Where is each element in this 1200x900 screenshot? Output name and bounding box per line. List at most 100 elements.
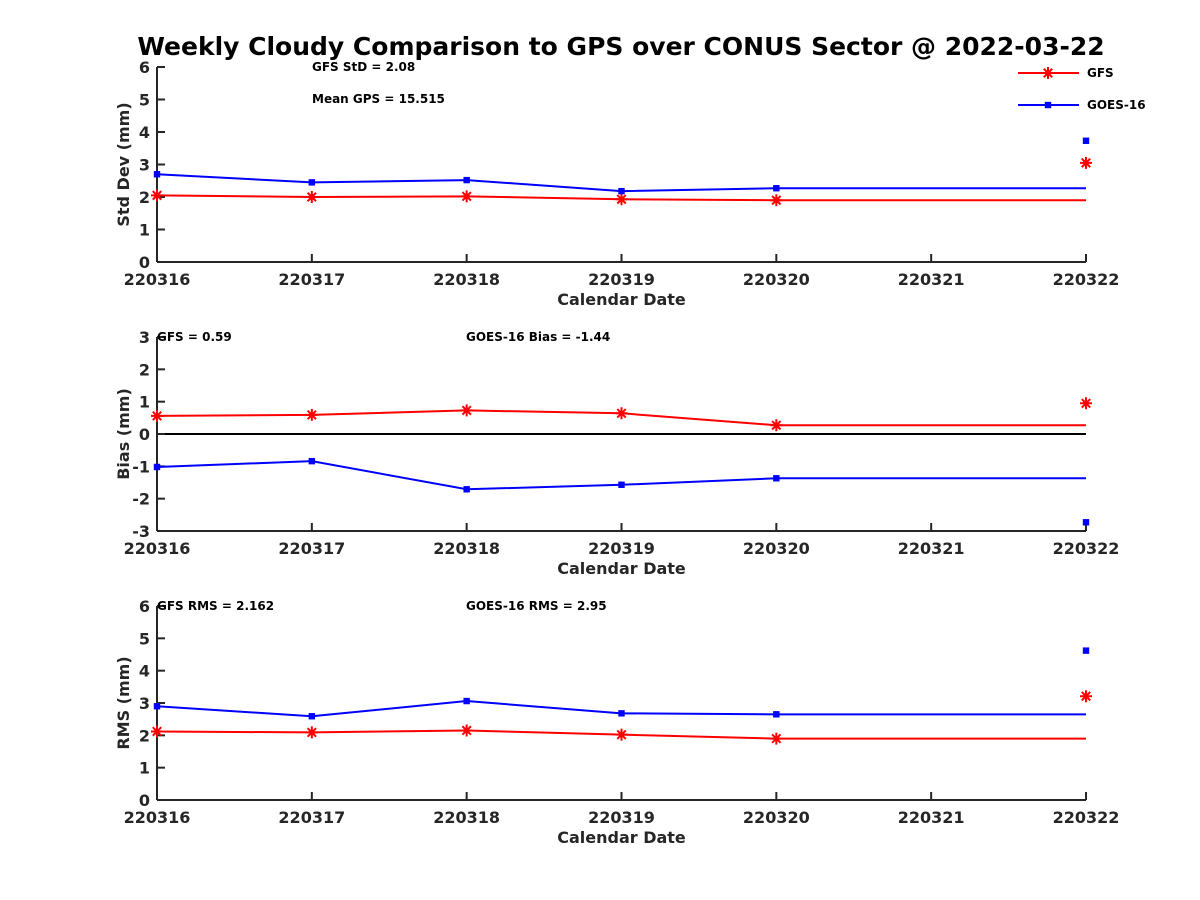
data-point	[463, 486, 470, 493]
x-tick-label: 220318	[433, 270, 500, 289]
y-tick-label: 1	[139, 221, 150, 240]
annotation: GFS StD = 2.08	[312, 60, 415, 74]
y-tick-label: 6	[139, 597, 150, 616]
data-point	[153, 463, 161, 471]
series-goes-16	[153, 457, 1090, 526]
x-axis-label: Calendar Date	[557, 290, 686, 309]
y-tick-label: 4	[139, 662, 150, 681]
chart-panels: 0 1 2 3 4 5 6 220316 220317 220318 220319 220320 220…	[114, 58, 1119, 847]
x-tick-label: 220318	[433, 539, 500, 558]
data-point	[773, 711, 780, 718]
chart-panel-1: 0 1 2 3 4 5 6 220316 220317 220318 220319 220320 220…	[114, 58, 1119, 309]
data-point	[460, 724, 473, 737]
data-point	[151, 189, 163, 202]
data-point	[615, 407, 628, 420]
x-tick-label: 220322	[1053, 539, 1120, 558]
summary-point	[1082, 647, 1090, 654]
annotation: GFS RMS = 2.162	[157, 599, 274, 613]
legend-label: GFS	[1087, 66, 1114, 80]
series-gfs	[151, 397, 1092, 432]
y-axis-label: RMS (mm)	[114, 656, 133, 749]
summary-point	[1082, 137, 1090, 144]
x-tick-label: 220319	[588, 270, 655, 289]
series-line	[156, 729, 1086, 740]
series-goes-16	[153, 647, 1090, 720]
y-axis-label: Bias (mm)	[114, 388, 133, 480]
x-tick-label: 220322	[1053, 270, 1120, 289]
data-point	[151, 409, 163, 422]
data-point	[308, 713, 316, 720]
data-point	[773, 475, 780, 482]
x-tick-label: 220321	[898, 270, 965, 289]
data-point	[770, 194, 783, 207]
y-tick-label: 3	[139, 328, 150, 347]
data-point	[460, 404, 473, 417]
annotation: Mean GPS = 15.515	[312, 92, 445, 106]
y-tick-label: 3	[139, 156, 150, 175]
legend-entry-goes-16: GOES-16	[1018, 98, 1146, 112]
data-point	[615, 728, 628, 741]
y-axis-label: Std Dev (mm)	[114, 102, 133, 226]
x-tick-label: 220317	[278, 808, 345, 827]
x-tick-label: 220316	[124, 808, 191, 827]
legend-label: GOES-16	[1087, 98, 1146, 112]
y-tick-label: 5	[139, 629, 150, 648]
x-tick-label: 220317	[278, 270, 345, 289]
x-tick-label: 220320	[743, 539, 810, 558]
x-tick-label: 220316	[124, 539, 191, 558]
data-point	[615, 193, 628, 206]
series-line	[156, 173, 1086, 193]
series-line	[156, 194, 1086, 202]
data-point	[773, 185, 780, 192]
x-axis-label: Calendar Date	[557, 559, 686, 578]
y-tick-label: 5	[139, 91, 150, 110]
data-point	[153, 703, 161, 710]
y-tick-label: 3	[139, 694, 150, 713]
y-tick-label: 4	[139, 123, 150, 142]
y-tick-label: 6	[139, 58, 150, 77]
y-tick-label: -3	[132, 522, 150, 541]
annotation: GFS = 0.59	[157, 330, 232, 344]
data-point	[770, 419, 783, 432]
x-tick-label: 220321	[898, 808, 965, 827]
chart-panel-2: -3 -2 -1 0 1 2 3 220316 220317 220318 220319 220320…	[114, 328, 1119, 578]
x-tick-label: 220319	[588, 539, 655, 558]
x-tick-label: 220319	[588, 808, 655, 827]
x-tick-label: 220320	[743, 270, 810, 289]
x-tick-label: 220318	[433, 808, 500, 827]
y-tick-label: 0	[139, 425, 150, 444]
x-tick-label: 220320	[743, 808, 810, 827]
y-tick-label: 2	[139, 360, 150, 379]
legend-marker	[1042, 67, 1054, 79]
chart-panel-3: 0 1 2 3 4 5 6 220316 220317 220318 220319 220320 220…	[114, 597, 1119, 847]
data-point	[463, 697, 470, 705]
y-tick-label: 0	[139, 253, 150, 272]
data-point	[770, 732, 783, 745]
x-axis-label: Calendar Date	[557, 828, 686, 847]
legend: GFS GOES-16	[1018, 66, 1146, 112]
series-gfs	[151, 690, 1092, 745]
data-point	[308, 179, 316, 186]
series-line	[156, 460, 1086, 491]
series-goes-16	[153, 137, 1090, 195]
y-tick-label: 1	[139, 393, 150, 412]
y-tick-label: -1	[132, 457, 150, 476]
legend-marker	[1044, 101, 1052, 109]
x-tick-label: 220322	[1053, 808, 1120, 827]
data-point	[463, 176, 470, 184]
summary-point	[1080, 397, 1092, 410]
annotation: GOES-16 Bias = -1.44	[466, 330, 610, 344]
data-point	[305, 408, 318, 421]
x-tick-label: 220316	[124, 270, 191, 289]
data-point	[151, 725, 163, 738]
y-tick-label: 1	[139, 759, 150, 778]
y-tick-label: -2	[132, 490, 150, 509]
series-line	[156, 409, 1086, 427]
series-line	[156, 700, 1086, 718]
data-point	[305, 726, 318, 739]
summary-point	[1080, 156, 1092, 169]
summary-point	[1080, 690, 1092, 703]
data-point	[305, 191, 318, 203]
data-point	[618, 481, 625, 488]
